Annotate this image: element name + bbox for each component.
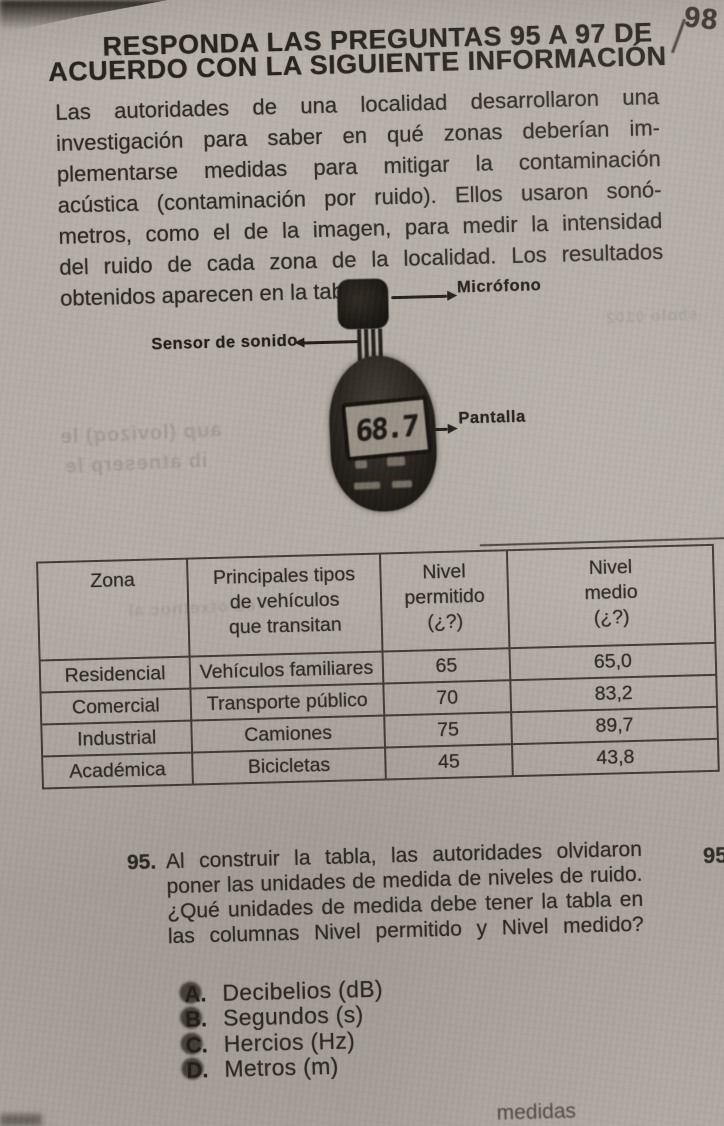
display-reading: 68.7 <box>355 408 418 449</box>
cell-permitido: 65 <box>382 648 511 684</box>
cell-vehiculos: Camiones <box>191 715 386 753</box>
cell-zona: Académica <box>42 752 193 789</box>
margin-question-number-partial: 95 <box>702 842 724 869</box>
cell-permitido: 75 <box>384 712 512 748</box>
cell-permitido: 70 <box>383 680 512 716</box>
clipped-bottom-text: medidas <box>496 1099 577 1125</box>
device-button <box>391 480 413 489</box>
device-button <box>353 481 381 490</box>
display-label: Pantalla <box>458 407 526 428</box>
question-number: 95. <box>126 850 157 875</box>
device-button <box>386 456 406 467</box>
display-arrow-line <box>431 427 448 432</box>
option-a-letter: A. <box>184 980 223 1007</box>
table-header-row: Zona Principales tipos de vehículos que … <box>37 544 716 661</box>
device-button <box>354 460 368 469</box>
sonometer-body: 68.7 <box>326 353 440 514</box>
bleed-through-text: ib atneserp le <box>64 449 208 479</box>
col-header-nivel-medio: Nivel medio (¿?) <box>506 544 716 649</box>
option-d-letter: D. <box>186 1056 225 1083</box>
display-arrow-head <box>447 423 458 434</box>
bleed-through-text: sbolo 0102 <box>604 306 698 328</box>
sonometer-microphone-head <box>336 278 390 330</box>
col-header-nivel-permitido: Nivel permitido (¿?) <box>379 550 510 652</box>
noise-levels-table: Zona Principales tipos de vehículos que … <box>36 544 720 790</box>
question-text: Al construir la tabla, las autoridades o… <box>166 837 644 949</box>
cell-zona: Comercial <box>40 688 192 725</box>
option-c-letter: C. <box>185 1031 224 1058</box>
scan-shadow-bottom-left <box>0 1114 42 1126</box>
cell-vehiculos: Vehículos familiares <box>189 651 384 689</box>
microphone-arrow-head <box>447 290 458 301</box>
cell-medio: 83,2 <box>510 674 718 713</box>
col-header-vehiculos: Principales tipos de vehículos que trans… <box>187 553 383 657</box>
cell-medio: 43,8 <box>511 738 719 777</box>
option-d-text: Metros (m) <box>224 1052 339 1082</box>
cell-zona: Residencial <box>39 656 191 693</box>
option-d: D. Metros (m) <box>186 1052 339 1083</box>
cell-medio: 65,0 <box>509 642 717 681</box>
microphone-label: Micrófono <box>456 276 542 297</box>
handwritten-page-number: 98 <box>682 1 720 37</box>
sound-sensor-label: Sensor de sonido <box>151 331 299 354</box>
col-header-zona: Zona <box>37 558 190 661</box>
option-b-letter: B. <box>185 1005 224 1032</box>
cell-permitido: 45 <box>385 744 513 780</box>
cell-vehiculos: Bicicletas <box>192 747 386 785</box>
cell-zona: Industrial <box>41 720 193 757</box>
cell-vehiculos: Transporte público <box>190 683 385 721</box>
bleed-through-text: aup (lovizoq) le <box>59 419 222 449</box>
sensor-arrow-line <box>302 340 359 345</box>
sonometer-display: 68.7 <box>341 395 433 462</box>
cell-medio: 89,7 <box>511 706 718 745</box>
